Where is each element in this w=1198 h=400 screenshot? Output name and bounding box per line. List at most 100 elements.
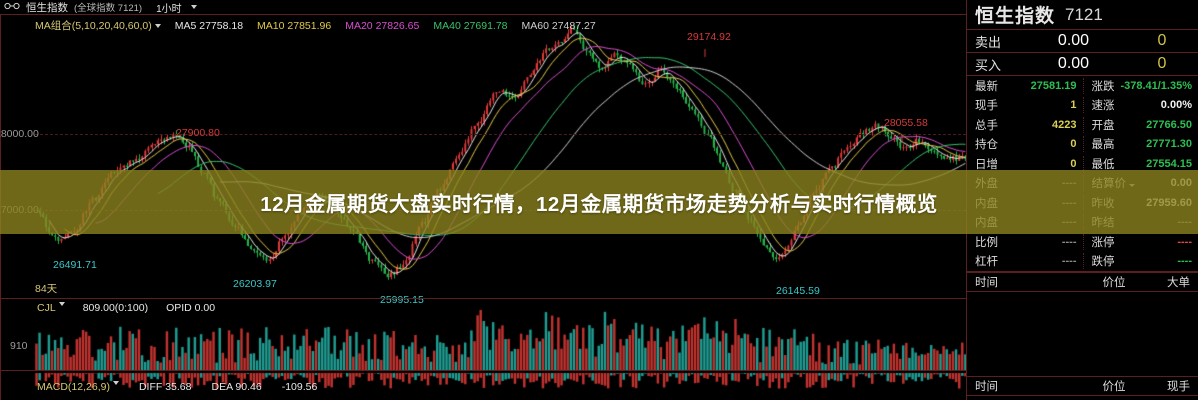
quote-cell: 总手 4223	[967, 117, 1083, 133]
ask-qty: 0	[1157, 32, 1167, 49]
quote-value: 27581.19	[1030, 79, 1077, 92]
price-axis-label-1: 27000.00	[0, 204, 39, 216]
ask-label: 卖出	[975, 34, 1002, 50]
volume-pane[interactable]: CJL 809.00(0:100) OPID 0.00 910	[0, 298, 967, 371]
macd-label[interactable]: MACD(12,26,9)	[37, 381, 110, 393]
quote-cell: 日增 0	[967, 156, 1083, 172]
low-annotation: 26491.71	[53, 259, 97, 271]
macd-legend: MACD(12,26,9) DIFF 35.68 DEA 90.46 -109.…	[37, 381, 317, 393]
quote-cell: 跌停 ----	[1082, 253, 1198, 270]
col-volume: 现手	[1167, 381, 1190, 393]
quote-key: 内盘	[975, 217, 998, 230]
quote-value: 1	[1070, 99, 1077, 112]
quote-key: 跌停	[1091, 256, 1115, 269]
quote-cell: 现手 1	[967, 97, 1083, 113]
quote-value: ----	[1061, 235, 1077, 248]
ma5-legend: MA5 27758.18	[174, 19, 244, 32]
quote-stat-row: 日增 0 最低 27554.15	[967, 154, 1198, 174]
quote-cell: 比例 ----	[967, 234, 1083, 250]
quote-cell: 速涨 0.00%	[1082, 97, 1198, 114]
quote-cell: 昨结 ----	[1082, 214, 1198, 231]
high-annotation: 28055.58	[884, 117, 928, 129]
quote-key: 涨跌	[1091, 80, 1115, 93]
quote-cell: 杠杆 ----	[967, 253, 1083, 269]
bid-label: 买入	[975, 57, 1002, 73]
macd-canvas[interactable]	[1, 371, 967, 400]
chevron-down-icon[interactable]	[154, 23, 161, 28]
quote-key: 最低	[1091, 158, 1115, 171]
quote-value: 4223	[1052, 118, 1077, 131]
bid-row: 买入 0.00 0	[967, 53, 1198, 76]
symbol-name[interactable]: 恒生指数	[26, 1, 68, 14]
quote-value: 0	[1070, 157, 1077, 170]
ma10-legend: MA10 27851.96	[257, 19, 332, 32]
volume-axis-label: 910	[10, 340, 28, 352]
quote-value: ----	[1177, 255, 1192, 268]
quote-value: -378.41/1.35%	[1120, 79, 1192, 92]
ask-price: 0.00	[1057, 32, 1090, 49]
quote-key: 最高	[1091, 139, 1115, 152]
quote-key: 日增	[975, 158, 998, 171]
tick-table-body[interactable]	[967, 396, 1198, 400]
quote-cell: 结算价 0.00	[1082, 175, 1198, 192]
price-axis-label-0: 28000.00	[0, 128, 39, 140]
price-pane[interactable]: MA组合(5,10,20,40,60,0) MA5 27758.18 MA10 …	[0, 14, 967, 306]
quote-key: 总手	[975, 119, 998, 132]
quote-title: 恒生指数 7121	[967, 0, 1198, 30]
quote-symbol-code: 7121	[1065, 4, 1103, 24]
ma-legend: MA组合(5,10,20,40,60,0) MA5 27758.18 MA10 …	[35, 18, 596, 33]
ask-row: 卖出 0.00 0	[967, 30, 1198, 53]
quote-cell: 开盘 27766.50	[1082, 116, 1198, 133]
high-annotation: 27900.80	[176, 127, 220, 139]
opid-readout: OPID 0.00	[166, 302, 216, 314]
quote-cell: 最高 27771.30	[1082, 136, 1198, 153]
quote-key: 杠杆	[975, 256, 998, 269]
low-annotation: 26203.97	[233, 278, 277, 290]
quote-stat-row: 杠杆 ---- 跌停 ----	[967, 252, 1198, 272]
quote-cell: 持仓 0	[967, 136, 1083, 152]
ma60-legend: MA60 27487.27	[521, 19, 596, 32]
quote-symbol-name: 恒生指数	[975, 6, 1056, 27]
quote-cell: 内盘 ----	[967, 195, 1083, 211]
quote-value: 0.00%	[1160, 99, 1192, 112]
quote-value: ----	[1177, 235, 1192, 248]
quote-key: 昨收	[1091, 197, 1115, 210]
col-time: 时间	[975, 381, 998, 393]
symbol-subtitle: (全球指数 7121)	[74, 3, 143, 14]
big-order-table-body[interactable]	[967, 292, 1198, 376]
quote-key: 开盘	[1091, 119, 1115, 132]
col-price: 价位	[1102, 381, 1126, 393]
quote-stat-row: 持仓 0 最高 27771.30	[967, 135, 1198, 155]
candlestick-canvas[interactable]	[1, 15, 967, 299]
quote-stat-row: 现手 1 速涨 0.00%	[967, 96, 1198, 116]
symbol-header: 恒生指数 (全球指数 7121) 1小时	[0, 0, 966, 15]
chart-area: 恒生指数 (全球指数 7121) 1小时 MA组合(5,10,20,40,60,…	[0, 0, 967, 400]
quote-key: 持仓	[975, 139, 998, 152]
quote-value: 0	[1070, 138, 1077, 151]
chevron-down-icon[interactable]	[112, 381, 119, 385]
ma-combo-label[interactable]: MA组合(5,10,20,40,60,0)	[35, 20, 152, 32]
quote-value: 27554.15	[1146, 157, 1192, 170]
quote-value: ----	[1061, 177, 1077, 190]
quote-stat-row: 内盘 ---- 昨收 27959.60	[967, 193, 1198, 213]
quote-value: ----	[1061, 255, 1077, 268]
volume-canvas[interactable]	[1, 299, 967, 371]
chevron-down-icon[interactable]	[190, 5, 197, 9]
quote-stat-row: 总手 4223 开盘 27766.50	[967, 115, 1198, 135]
quote-stat-row: 外盘 ---- 结算价 0.00	[967, 174, 1198, 194]
quote-stats-grid: 最新 27581.19 涨跌 -378.41/1.35% 现手 1 速涨 0.00% 总手 422…	[967, 76, 1198, 272]
macd-pane[interactable]: MACD(12,26,9) DIFF 35.68 DEA 90.46 -109.…	[0, 370, 967, 400]
big-order-table-header: 时间 价位 大单	[967, 272, 1198, 292]
chevron-down-icon[interactable]	[1129, 184, 1135, 188]
quote-panel: 恒生指数 7121 卖出 0.00 0 买入 0.00 0 最新 27581.19…	[966, 0, 1198, 400]
macd-diff: DIFF 35.68	[138, 381, 192, 393]
glasses-icon	[4, 2, 20, 13]
period-selector[interactable]: 1小时	[156, 3, 182, 15]
cjl-label[interactable]: CJL	[37, 302, 56, 314]
quote-key: 最新	[975, 80, 998, 93]
quote-value: 0.00	[1170, 177, 1192, 190]
quote-value: ----	[1061, 196, 1077, 209]
chevron-down-icon[interactable]	[58, 302, 65, 306]
volume-legend: CJL 809.00(0:100) OPID 0.00	[37, 302, 215, 314]
